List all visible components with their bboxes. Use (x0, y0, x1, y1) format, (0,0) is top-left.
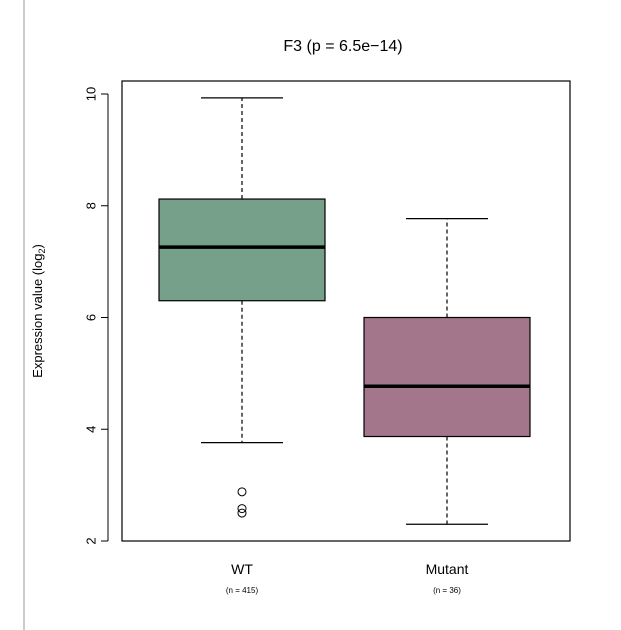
y-tick-label: 8 (83, 202, 98, 209)
y-tick-label: 10 (83, 87, 98, 101)
outlier-point (237, 508, 247, 518)
x-sample-count: (n = 415) (226, 586, 259, 595)
box-iqr (158, 198, 326, 302)
box-iqr (363, 316, 531, 438)
x-category-label: Mutant (426, 561, 469, 577)
chart-title: F3 (p = 6.5e−14) (283, 38, 402, 55)
outlier-point (237, 504, 247, 514)
outlier-point (237, 487, 247, 497)
y-axis-label: Expression value (log2) (30, 244, 47, 378)
y-axis-ticks: 2 4 6 8 10 (83, 87, 108, 545)
box-series (158, 97, 531, 525)
x-axis-labels: WT (n = 415) Mutant (n = 36) (226, 561, 469, 595)
plot-frame (121, 80, 571, 542)
y-tick-label: 4 (83, 426, 98, 433)
x-category-label: WT (231, 561, 253, 577)
y-tick-label: 6 (83, 314, 98, 321)
x-sample-count: (n = 36) (433, 586, 461, 595)
y-tick-label: 2 (83, 537, 98, 544)
